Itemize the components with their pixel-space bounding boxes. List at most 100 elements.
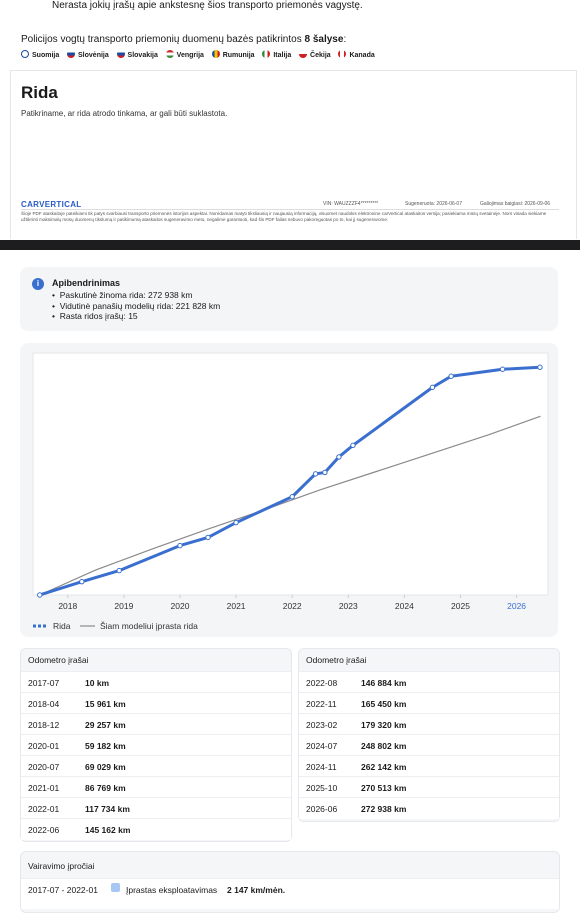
- vin: VIN: WAUZZZF4*********: [323, 201, 379, 207]
- flag: [338, 50, 347, 58]
- driving-swatch: [111, 883, 120, 892]
- odometer-value: 86 769 km: [85, 783, 126, 793]
- driving-label: Įprastas eksploatavimas: [126, 885, 218, 895]
- odometer-row: 2024-07 248 802 km: [299, 734, 559, 756]
- odometer-value: 15 961 km: [85, 699, 126, 709]
- data-point: [177, 542, 183, 549]
- expires: Galiojimas baigiasi: 2026-09-06: [480, 201, 551, 207]
- driving-rate: 2 147 km/mėn.: [227, 885, 286, 895]
- summary-item: • Paskutinė žinoma rida: 272 938 km: [52, 290, 193, 300]
- odometer-row: 2022-11 165 450 km: [299, 692, 559, 714]
- x-tick-label: 2020: [171, 601, 190, 611]
- legend-label: Rida: [53, 621, 71, 631]
- summary-title: Apibendrinimas: [52, 278, 121, 288]
- data-point: [312, 471, 319, 477]
- summary-item: • Rasta ridos įrašų: 15: [52, 311, 138, 321]
- odometer-value: 10 km: [85, 678, 110, 688]
- chart: 2018 2019 2020 2021 2022 2023 2024 2025 2026 Rida…: [32, 352, 549, 631]
- data-point: [336, 454, 342, 460]
- data-point: [537, 364, 543, 370]
- odometer-value: 145 162 km: [85, 825, 131, 835]
- odometer-row: 2018-12 29 257 km: [21, 713, 291, 735]
- odometer-value: 165 450 km: [361, 699, 407, 709]
- data-point: [37, 592, 43, 598]
- databases-suffix: :: [343, 34, 347, 45]
- page-gap: [0, 240, 580, 250]
- rida-title: Rida: [21, 83, 58, 102]
- odometer-date: 2026-06: [306, 804, 338, 814]
- data-point: [233, 519, 239, 526]
- country: Rumunija: [222, 52, 255, 59]
- odometer-row: 2026-06 272 938 km: [299, 797, 559, 819]
- odometer-date: 2024-07: [306, 741, 338, 751]
- rida-frame: [10, 70, 577, 239]
- x-tick-label: 2022: [283, 601, 302, 611]
- odometer-card: Odometro įrašai 2017-07 10 km 2018-04 15 96…: [20, 648, 292, 842]
- odometer-value: 29 257 km: [85, 720, 126, 730]
- country-list: Suomija Slovėnija Slovakija Vengrija Rum…: [21, 50, 375, 59]
- series-line: [39, 415, 541, 596]
- x-tick-label: 2025: [451, 601, 470, 611]
- data-point: [116, 567, 122, 574]
- odometer-row: 2020-01 59 182 km: [21, 734, 291, 756]
- country: Suomija: [32, 52, 60, 59]
- odometer-date: 2022-11: [306, 699, 337, 709]
- flag: [165, 50, 174, 58]
- flag: [262, 50, 271, 58]
- odometer-date: 2022-01: [28, 804, 60, 814]
- info-icon: i: [32, 278, 44, 290]
- flag: [67, 50, 76, 58]
- data-point: [79, 578, 85, 585]
- flag: [21, 50, 29, 58]
- country: Slovakija: [127, 52, 158, 59]
- country: Kanada: [349, 52, 375, 59]
- summary-text: Rasta ridos įrašų: 15: [59, 311, 138, 321]
- odometer-date: 2024-11: [306, 762, 337, 772]
- odometer-date: 2023-02: [306, 720, 338, 730]
- odometer-value: 69 029 km: [85, 762, 126, 772]
- plot-area: [32, 352, 549, 596]
- odometer-row: 2017-07 10 km: [21, 671, 291, 693]
- odometer-row: 2020-07 69 029 km: [21, 755, 291, 777]
- odometer-row: 2018-04 15 961 km: [21, 692, 291, 714]
- databases-count: 8 šalyse: [304, 34, 344, 45]
- odometer-row: 2025-10 270 513 km: [299, 776, 559, 798]
- odometer-date: 2021-01: [28, 783, 60, 793]
- odometer-title: Odometro įrašai: [306, 655, 367, 665]
- country: Slovėnija: [78, 52, 109, 59]
- odometer-value: 270 513 km: [361, 783, 407, 793]
- odometer-value: 59 182 km: [85, 741, 126, 751]
- odometer-card: Odometro įrašai 2022-08 146 884 km 2022-11…: [298, 648, 560, 822]
- data-point: [350, 442, 356, 449]
- odometer-value: 272 938 km: [361, 804, 407, 814]
- odometer-title: Odometro įrašai: [28, 655, 89, 665]
- odometer-value: 146 884 km: [361, 678, 407, 688]
- driving-title: Vairavimo įpročiai: [28, 861, 95, 871]
- country: Vengrija: [176, 52, 204, 59]
- data-point: [448, 373, 454, 379]
- odometer-date: 2025-10: [306, 783, 338, 793]
- data-point: [205, 534, 211, 541]
- summary-text: Vidutinė panašių modelių rida: 221 828 k…: [59, 300, 221, 311]
- odometer-row: 2022-06 145 162 km: [21, 818, 291, 840]
- odometer-date: 2020-01: [28, 741, 60, 751]
- data-point: [289, 494, 295, 500]
- x-tick-label: 2024: [395, 601, 414, 611]
- country: Čekija: [310, 52, 331, 59]
- odometer-value: 248 802 km: [361, 741, 407, 751]
- legend-label: Šiam modeliui įprasta rida: [100, 621, 198, 631]
- data-point: [429, 384, 436, 391]
- odometer-value: 179 320 km: [361, 720, 407, 730]
- databases-line: Policijos vogtų transporto priemonių duo…: [21, 34, 346, 45]
- generated: Sugeneruota: 2026-06-07: [405, 201, 462, 207]
- x-tick-label: 2021: [227, 601, 246, 611]
- x-tick-label: 2026: [507, 601, 526, 611]
- logo: CARVERTICAL: [21, 200, 82, 209]
- odometer-row: 2022-01 117 734 km: [21, 797, 291, 819]
- summary-card: [20, 267, 558, 331]
- x-tick-label: 2019: [114, 601, 133, 611]
- flag: [116, 50, 125, 58]
- flag: [211, 50, 220, 58]
